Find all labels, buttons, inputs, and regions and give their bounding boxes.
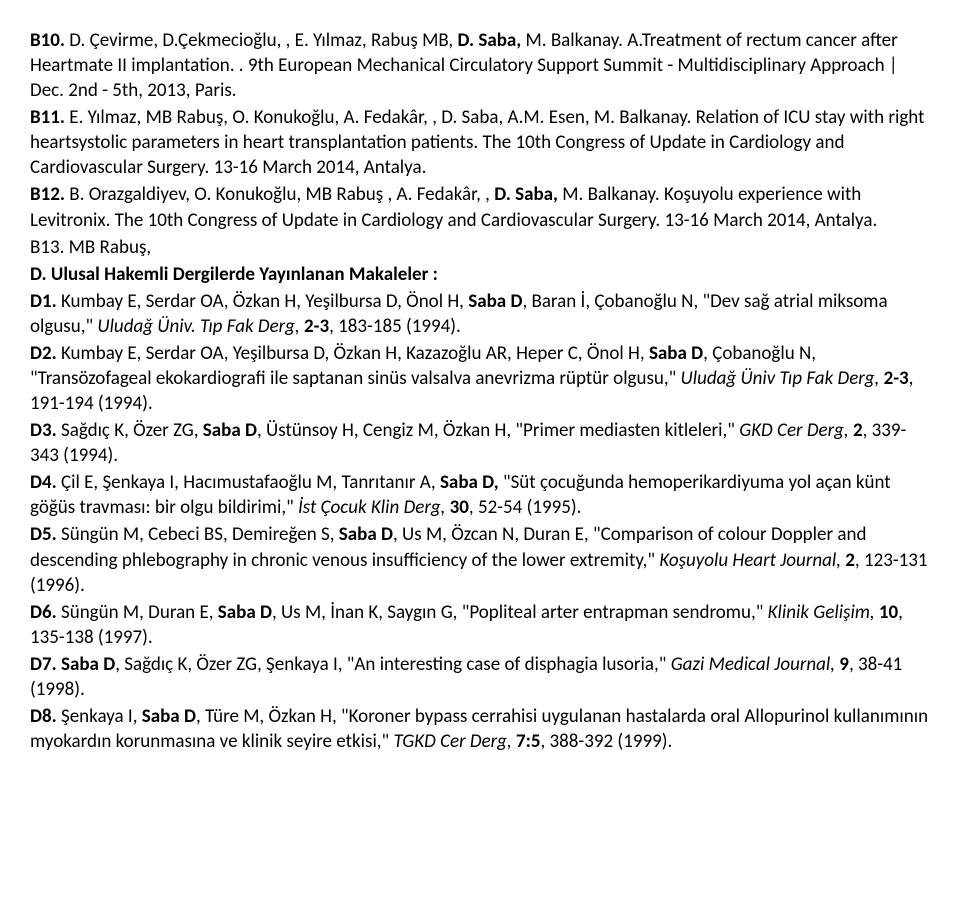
paragraph: D5. Süngün M, Cebeci BS, Demireğen S, Sa… (30, 522, 930, 597)
text-run: Kumbay E, Serdar OA, Yeşilbursa D, Özkan… (57, 342, 649, 365)
text-run: Saba D (649, 342, 703, 365)
text-run: D2. (30, 342, 57, 365)
paragraph: D7. Saba D, Sağdıç K, Özer ZG, Şenkaya I… (30, 652, 930, 702)
text-run: 10 (879, 601, 898, 624)
paragraph: D2. Kumbay E, Serdar OA, Yeşilbursa D, Ö… (30, 341, 930, 416)
text-run: D8. (30, 705, 57, 728)
text-run: , Üstünsoy H, Cengiz M, Özkan H, "Primer… (257, 419, 739, 442)
paragraph: D6. Süngün M, Duran E, Saba D, Us M, İna… (30, 600, 930, 650)
text-run: D5. (30, 523, 57, 546)
paragraph: D4. Çil E, Şenkaya I, Hacımustafaoğlu M,… (30, 470, 930, 520)
paragraph: D8. Şenkaya I, Saba D, Türe M, Özkan H, … (30, 704, 930, 754)
text-run: Saba D (468, 290, 522, 313)
paragraph: D3. Sağdıç K, Özer ZG, Saba D, Üstünsoy … (30, 418, 930, 468)
text-run: D. Saba, (494, 183, 558, 206)
text-run: 2-3 (304, 315, 329, 338)
paragraph: B12. B. Orazgaldiyev, O. Konukoğlu, MB R… (30, 182, 930, 232)
text-run: , Sağdıç K, Özer ZG, Şenkaya I, "An inte… (115, 653, 670, 676)
text-run: Süngün M, Duran E, (57, 601, 218, 624)
text-run: E. Yılmaz, MB Rabuş, O. Konukoğlu, A. Fe… (30, 106, 924, 179)
text-run: D. Saba, (457, 29, 521, 52)
document-body: B10. D. Çevirme, D.Çekmecioğlu, , E. Yıl… (30, 28, 930, 754)
text-run: 9 (839, 653, 849, 676)
text-run: Saba D, (440, 471, 499, 494)
text-run: Saba D (142, 705, 196, 728)
text-run: D7. (30, 653, 57, 676)
text-run: GKD Cer Derg, (739, 419, 848, 442)
text-run: Koşuyolu Heart Journal, (659, 549, 841, 572)
text-run: , Us M, İnan K, Saygın G, "Popliteal art… (272, 601, 768, 624)
text-run: 2-3 (884, 367, 909, 390)
paragraph: B10. D. Çevirme, D.Çekmecioğlu, , E. Yıl… (30, 28, 930, 103)
text-run: Saba D (61, 653, 115, 676)
text-run: 2 (845, 549, 855, 572)
text-run: Çil E, Şenkaya I, Hacımustafaoğlu M, Tan… (57, 471, 440, 494)
text-run: Uludağ Üniv. Tıp Fak Derg, (97, 315, 299, 338)
text-run: Kumbay E, Serdar OA, Özkan H, Yeşilbursa… (57, 290, 469, 313)
paragraph: B11. E. Yılmaz, MB Rabuş, O. Konukoğlu, … (30, 105, 930, 180)
text-run: 30 (450, 496, 469, 519)
text-run: B. Orazgaldiyev, O. Konukoğlu, MB Rabuş … (65, 183, 494, 206)
paragraph: B13. MB Rabuş, (30, 235, 930, 260)
text-run: Saba D (218, 601, 272, 624)
text-run: Saba D (203, 419, 257, 442)
text-run: B11. (30, 106, 65, 129)
text-run: 2 (853, 419, 863, 442)
text-run: B10. (30, 29, 65, 52)
text-run: B12. (30, 183, 65, 206)
text-run: , 52-54 (1995). (469, 496, 582, 519)
text-run: İst Çocuk Klin Derg, (298, 496, 445, 519)
text-run: Saba D (339, 523, 393, 546)
text-run: D6. (30, 601, 57, 624)
text-run: Uludağ Üniv Tıp Fak Derg, (681, 367, 880, 390)
text-run: Gazi Medical Journal, (671, 653, 835, 676)
text-run: D. Ulusal Hakemli Dergilerde Yayınlanan … (30, 263, 438, 286)
text-run: Klinik Gelişim, (768, 601, 875, 624)
text-run: 7:5 (516, 730, 541, 753)
text-run: , 388-392 (1999). (541, 730, 673, 753)
text-run: TGKD Cer Derg, (393, 730, 511, 753)
text-run: D. Çevirme, D.Çekmecioğlu, , E. Yılmaz, … (65, 29, 457, 52)
text-run: Şenkaya I, (57, 705, 142, 728)
text-run: D3. (30, 419, 57, 442)
text-run: Süngün M, Cebeci BS, Demireğen S, (57, 523, 339, 546)
paragraph: D. Ulusal Hakemli Dergilerde Yayınlanan … (30, 262, 930, 287)
text-run: B13. MB Rabuş, (30, 236, 151, 259)
text-run: D4. (30, 471, 57, 494)
text-run: , 183-185 (1994). (329, 315, 461, 338)
text-run: Sağdıç K, Özer ZG, (57, 419, 203, 442)
paragraph: D1. Kumbay E, Serdar OA, Özkan H, Yeşilb… (30, 289, 930, 339)
text-run: D1. (30, 290, 57, 313)
